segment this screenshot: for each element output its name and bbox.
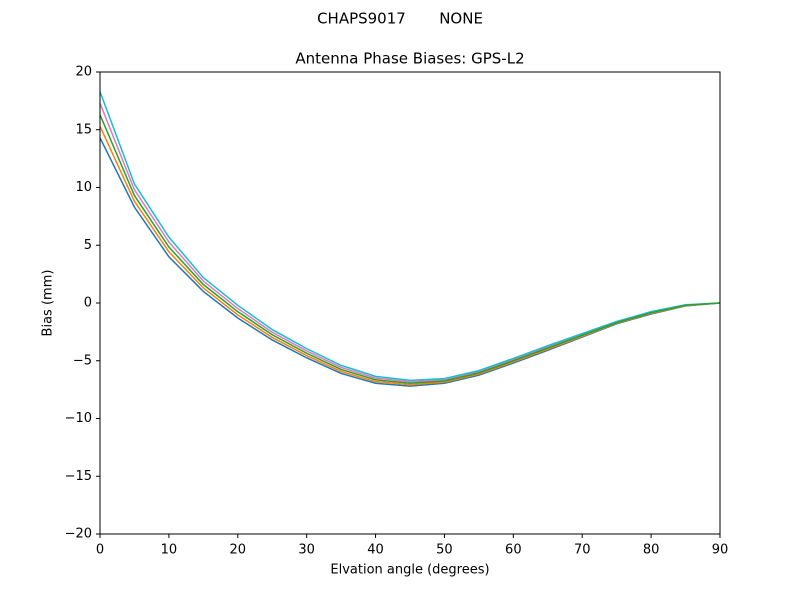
x-tick-label: 0 [96, 543, 104, 558]
x-axis-label: Elvation angle (degrees) [330, 563, 489, 578]
data-line [99, 125, 721, 386]
y-tick-label: −20 [65, 527, 92, 542]
data-line [99, 102, 721, 383]
x-tick-label: 40 [367, 543, 384, 558]
x-tick-label: 80 [643, 543, 660, 558]
y-tick-label: −15 [65, 469, 92, 484]
x-tick-label: 50 [436, 543, 453, 558]
y-tick-label: 20 [75, 65, 92, 80]
x-tick-label: 70 [574, 543, 591, 558]
x-tick-label: 30 [298, 543, 315, 558]
x-tick-label: 90 [712, 543, 729, 558]
data-line [99, 137, 721, 387]
x-tick-label: 60 [505, 543, 522, 558]
y-tick-label: 15 [75, 122, 92, 137]
y-tick-label: 0 [84, 296, 92, 311]
y-tick-label: 10 [75, 180, 92, 195]
data-line [99, 114, 721, 385]
suptitle: CHAPS9017 NONE [317, 10, 483, 28]
data-line [99, 91, 721, 382]
y-tick-label: −10 [65, 411, 92, 426]
y-tick-label: −5 [73, 353, 92, 368]
plot-frame [99, 71, 721, 535]
y-tick-label: 5 [84, 238, 92, 253]
y-axis-label: Bias (mm) [41, 270, 56, 337]
x-tick-label: 20 [230, 543, 247, 558]
chart-title: Antenna Phase Biases: GPS-L2 [295, 50, 524, 68]
x-tick-label: 10 [161, 543, 178, 558]
